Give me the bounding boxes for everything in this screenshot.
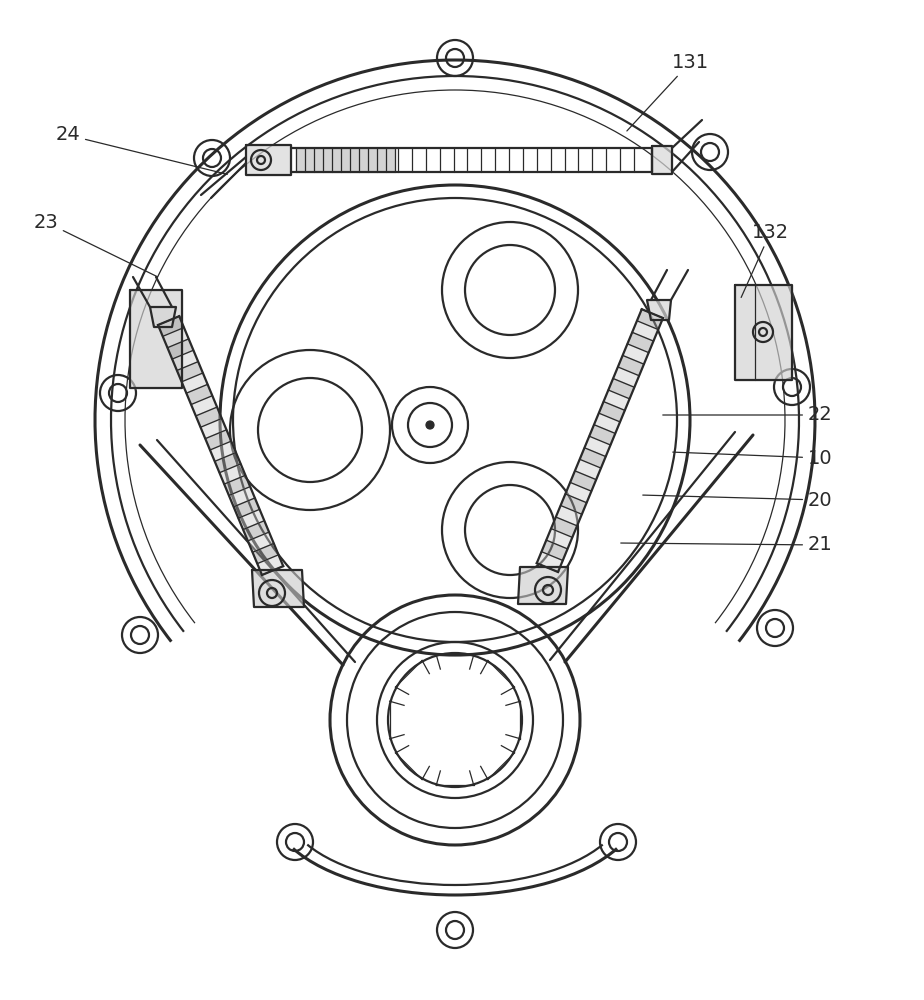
Polygon shape <box>614 367 639 387</box>
Polygon shape <box>246 145 291 175</box>
Text: 24: 24 <box>55 125 227 174</box>
Polygon shape <box>618 355 644 376</box>
Text: 22: 22 <box>663 406 833 424</box>
Polygon shape <box>537 552 563 572</box>
Text: 21: 21 <box>621 536 833 554</box>
Polygon shape <box>220 464 246 484</box>
Polygon shape <box>187 384 213 405</box>
Text: 10: 10 <box>673 448 833 468</box>
Polygon shape <box>238 509 264 530</box>
Polygon shape <box>234 498 260 518</box>
Text: 20: 20 <box>643 490 833 510</box>
Polygon shape <box>172 350 198 370</box>
Polygon shape <box>150 307 176 327</box>
Polygon shape <box>599 402 625 422</box>
Polygon shape <box>191 396 217 416</box>
Polygon shape <box>518 567 568 604</box>
Polygon shape <box>210 441 236 461</box>
Polygon shape <box>561 494 587 514</box>
Polygon shape <box>196 407 222 427</box>
Polygon shape <box>130 290 182 388</box>
Polygon shape <box>167 339 193 359</box>
Polygon shape <box>541 540 567 560</box>
Polygon shape <box>296 148 395 172</box>
Polygon shape <box>647 300 671 320</box>
Polygon shape <box>163 328 188 348</box>
Polygon shape <box>257 555 284 575</box>
Polygon shape <box>565 482 591 503</box>
Polygon shape <box>182 373 208 393</box>
Polygon shape <box>585 436 611 457</box>
Polygon shape <box>637 309 663 330</box>
Polygon shape <box>252 570 304 607</box>
Polygon shape <box>546 529 572 549</box>
Polygon shape <box>590 425 615 445</box>
Polygon shape <box>205 430 231 450</box>
Polygon shape <box>556 505 582 526</box>
Text: 132: 132 <box>741 223 789 297</box>
Polygon shape <box>252 543 278 564</box>
Polygon shape <box>243 521 269 541</box>
Polygon shape <box>176 362 203 382</box>
Polygon shape <box>570 471 596 491</box>
Text: 131: 131 <box>626 52 709 131</box>
Polygon shape <box>623 344 649 364</box>
Text: 23: 23 <box>33 213 157 277</box>
Polygon shape <box>158 316 184 336</box>
Polygon shape <box>603 390 629 410</box>
Circle shape <box>426 421 434 429</box>
Polygon shape <box>201 418 226 439</box>
Polygon shape <box>225 475 250 495</box>
Polygon shape <box>214 453 240 473</box>
Polygon shape <box>608 378 635 399</box>
Polygon shape <box>652 146 672 174</box>
Polygon shape <box>632 321 658 341</box>
Polygon shape <box>735 285 792 380</box>
Polygon shape <box>594 413 620 433</box>
Polygon shape <box>575 459 601 480</box>
Polygon shape <box>551 517 578 537</box>
Polygon shape <box>229 487 255 507</box>
Polygon shape <box>248 532 274 552</box>
Polygon shape <box>579 448 606 468</box>
Polygon shape <box>627 332 653 353</box>
